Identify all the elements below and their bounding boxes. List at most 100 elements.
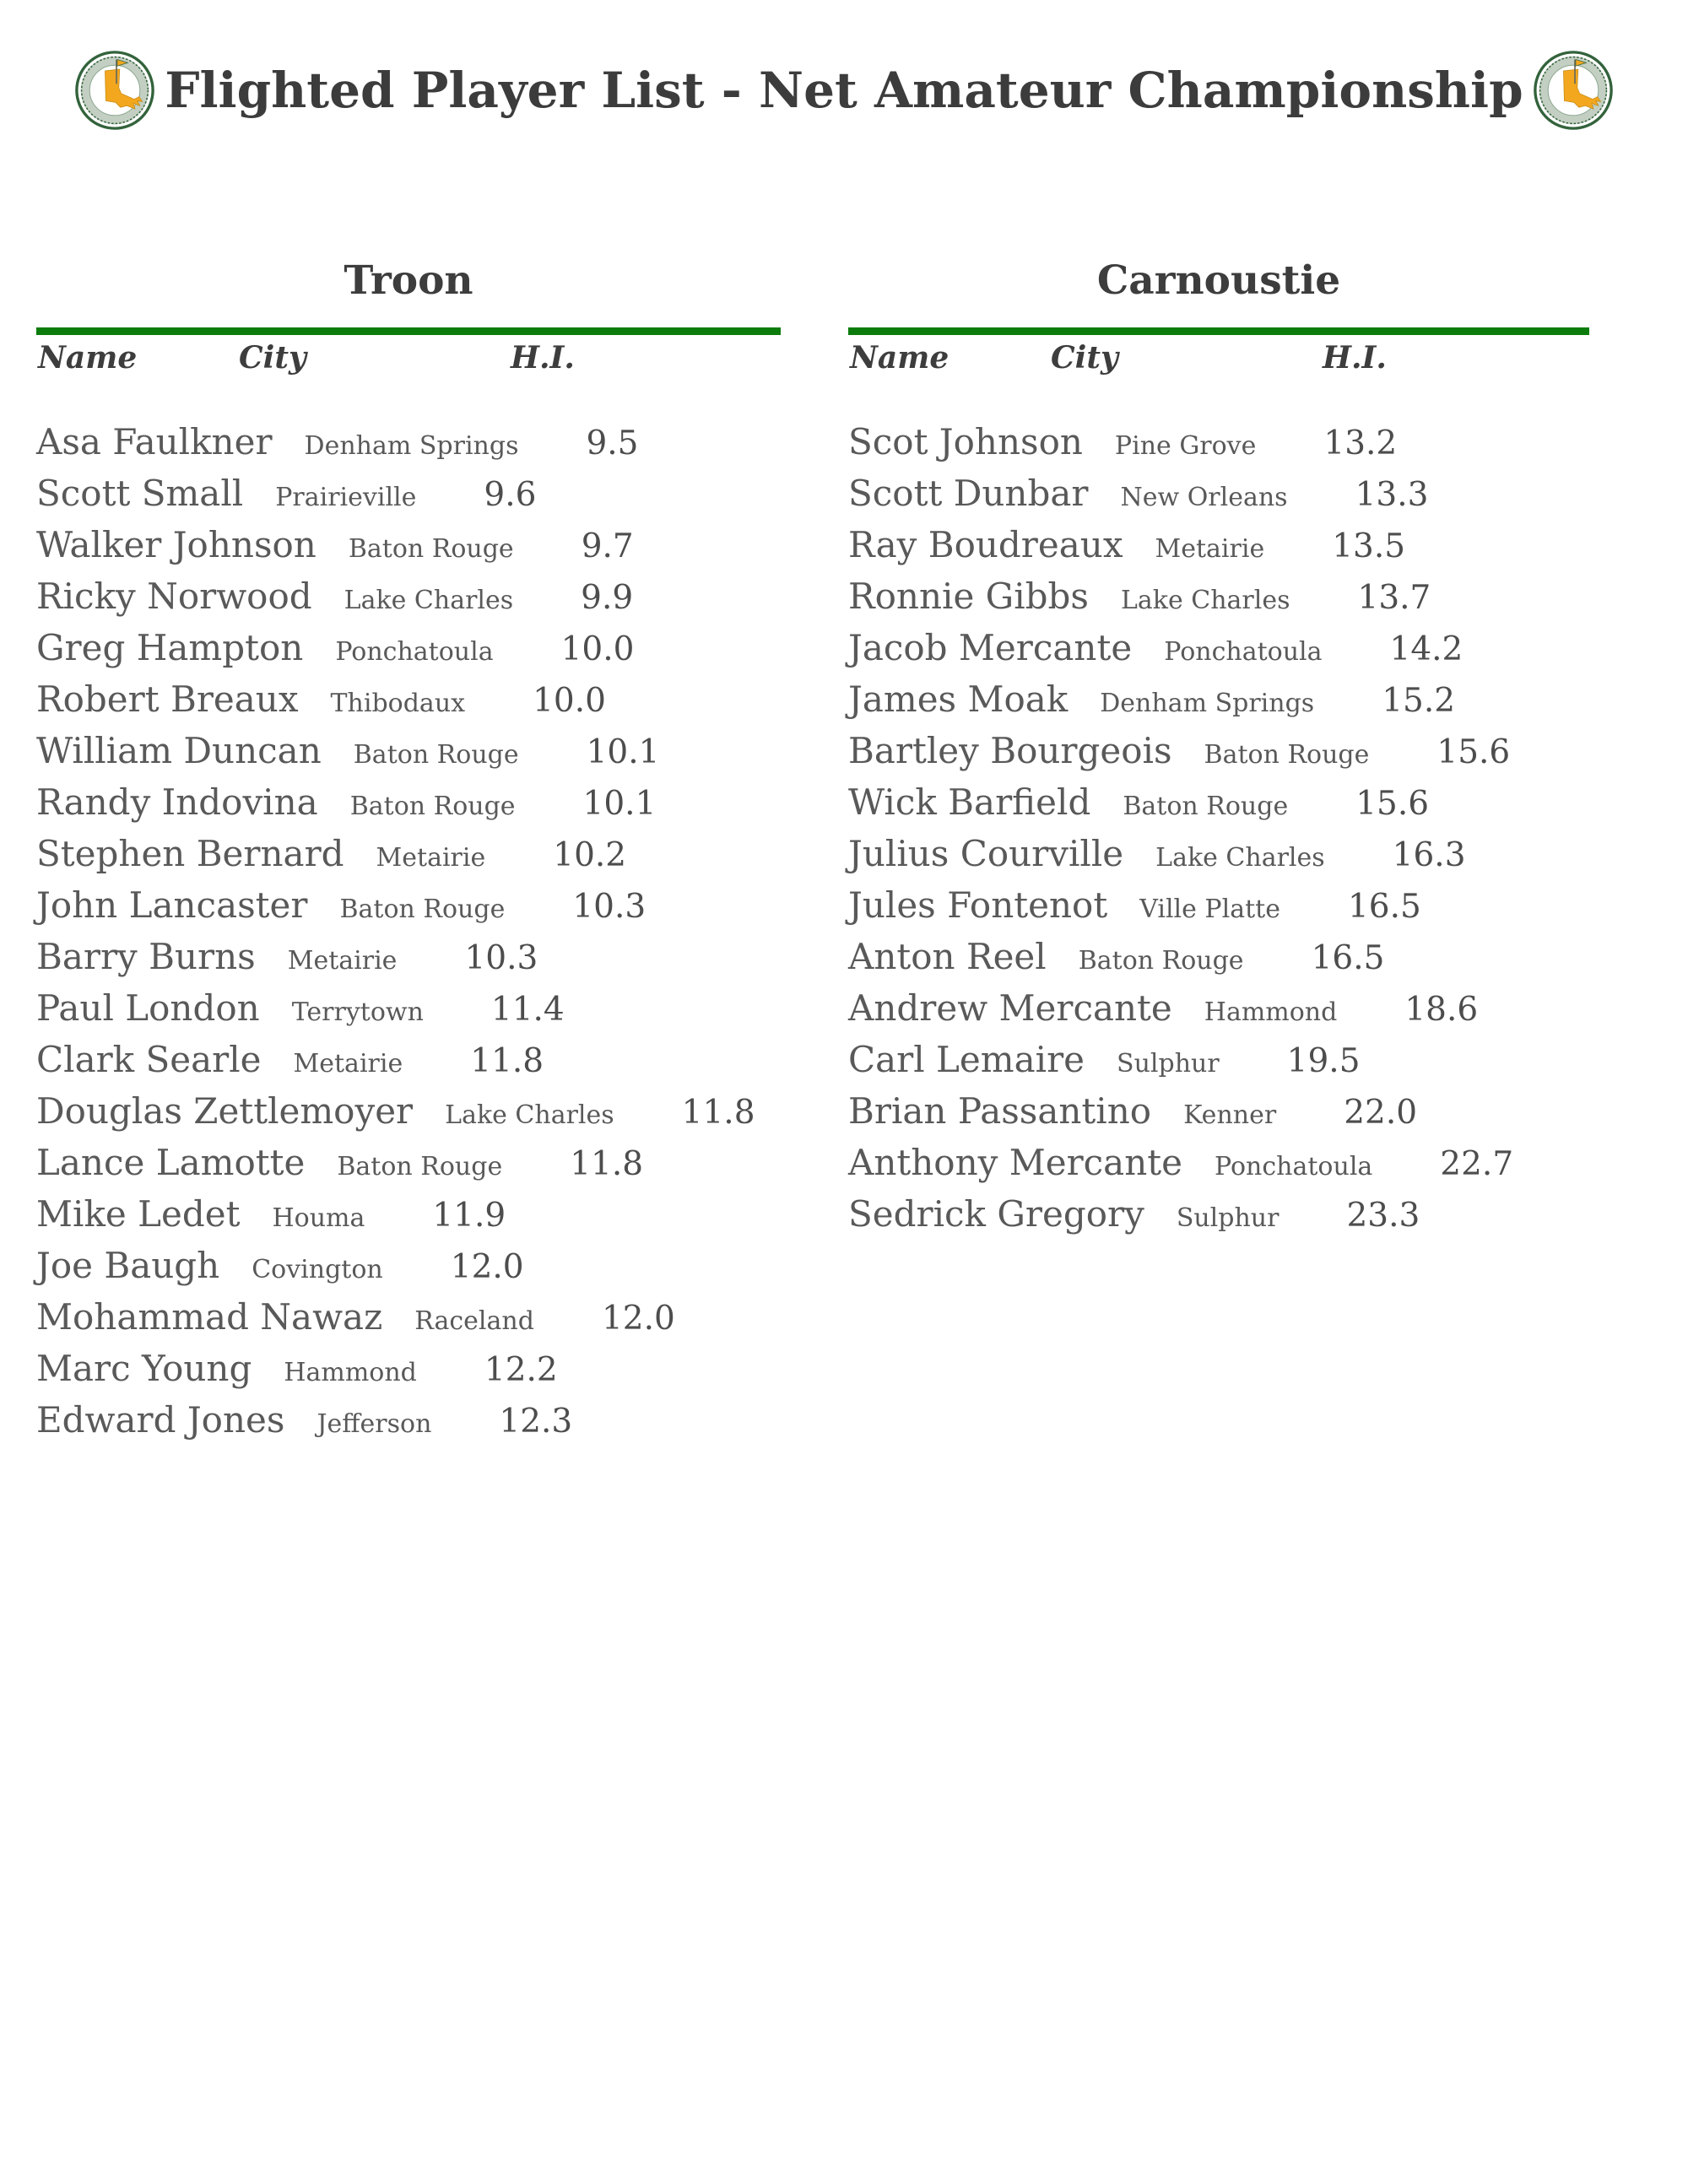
page-header: Flighted Player List - Net Amateur Champ…: [74, 44, 1614, 137]
player-city: New Orleans: [1120, 483, 1288, 512]
player-city: Jefferson: [316, 1409, 432, 1439]
player-hi: 18.6: [1404, 991, 1479, 1029]
player-name: Anton Reel: [848, 936, 1047, 977]
player-name: Clark Searle: [36, 1039, 262, 1080]
player-name: Jules Fontenot: [848, 884, 1108, 926]
player-row: Mike Ledet Houma 11.9: [36, 1193, 781, 1245]
player-name: Randy Indovina: [36, 781, 318, 823]
player-hi: 11.8: [470, 1042, 544, 1080]
player-hi: 10.3: [572, 888, 647, 926]
player-hi: 9.5: [586, 424, 639, 462]
player-city: Denham Springs: [1100, 689, 1315, 718]
player-hi: 19.5: [1286, 1042, 1361, 1080]
player-hi: 23.3: [1346, 1197, 1420, 1235]
player-name: Paul London: [36, 987, 260, 1029]
player-name: Stephen Bernard: [36, 833, 344, 874]
player-city: Baton Rouge: [1078, 946, 1244, 976]
player-row: Julius Courville Lake Charles 16.3: [848, 833, 1589, 884]
player-city: Terrytown: [291, 997, 424, 1027]
player-hi: 12.2: [484, 1351, 558, 1389]
flight-column-carnoustie: Carnoustie Name City H.I. Scot Johnson Pi…: [848, 260, 1589, 1245]
player-name: Marc Young: [36, 1348, 252, 1389]
player-name: Scott Small: [36, 473, 244, 514]
player-name: Sedrick Gregory: [848, 1193, 1144, 1235]
player-row: Bartley Bourgeois Baton Rouge 15.6: [848, 730, 1589, 781]
player-hi: 16.3: [1392, 836, 1466, 874]
player-row: Stephen Bernard Metairie 10.2: [36, 833, 781, 884]
player-hi: 13.5: [1332, 527, 1406, 565]
player-hi: 16.5: [1347, 888, 1421, 926]
flight-column-troon: Troon Name City H.I. Asa Faulkner Denham …: [36, 260, 781, 1451]
player-hi: 16.5: [1311, 939, 1385, 977]
player-name: Andrew Mercante: [848, 987, 1172, 1029]
player-city: Pine Grove: [1114, 431, 1257, 461]
player-hi: 13.3: [1355, 476, 1429, 514]
player-row: Wick Barfield Baton Rouge 15.6: [848, 781, 1589, 833]
column-header-name: Name: [850, 340, 950, 376]
column-header-city: City: [239, 340, 306, 376]
player-row: Jules Fontenot Ville Platte 16.5: [848, 884, 1589, 936]
player-hi: 12.0: [601, 1300, 675, 1338]
player-city: Baton Rouge: [1123, 792, 1289, 821]
player-city: Metairie: [293, 1049, 403, 1078]
player-name: Asa Faulkner: [36, 421, 273, 462]
column-header-hi: H.I.: [511, 340, 575, 376]
player-name: Ronnie Gibbs: [848, 576, 1089, 617]
player-city: Metairie: [1155, 534, 1265, 564]
flight-title: Carnoustie: [1096, 257, 1341, 304]
player-city: Sulphur: [1117, 1049, 1220, 1078]
player-city: Denham Springs: [304, 431, 519, 461]
player-row: Walker Johnson Baton Rouge 9.7: [36, 524, 781, 576]
player-row: Anton Reel Baton Rouge 16.5: [848, 936, 1589, 987]
player-hi: 10.3: [464, 939, 538, 977]
player-row: Sedrick Gregory Sulphur 23.3: [848, 1193, 1589, 1245]
player-row: Scott Small Prairieville 9.6: [36, 473, 781, 524]
player-row: Robert Breaux Thibodaux 10.0: [36, 678, 781, 730]
player-hi: 9.9: [581, 579, 634, 617]
player-city: Thibodaux: [330, 689, 466, 718]
player-name: Scot Johnson: [848, 421, 1083, 462]
player-city: Baton Rouge: [353, 740, 519, 770]
player-city: Hammond: [284, 1358, 417, 1387]
player-name: Walker Johnson: [36, 524, 316, 565]
green-divider: [36, 327, 781, 335]
player-city: Kenner: [1183, 1100, 1277, 1130]
player-hi: 9.7: [581, 527, 634, 565]
player-hi: 13.2: [1323, 424, 1398, 462]
player-row: Asa Faulkner Denham Springs 9.5: [36, 421, 781, 473]
player-row: Lance Lamotte Baton Rouge 11.8: [36, 1142, 781, 1193]
player-name: Wick Barfield: [848, 781, 1091, 823]
player-row: Douglas Zettlemoyer Lake Charles 11.8: [36, 1090, 781, 1142]
player-name: Robert Breaux: [36, 678, 299, 720]
player-row: Jacob Mercante Ponchatoula 14.2: [848, 627, 1589, 678]
player-hi: 10.1: [582, 785, 657, 823]
player-row: Andrew Mercante Hammond 18.6: [848, 987, 1589, 1039]
player-row: Ricky Norwood Lake Charles 9.9: [36, 576, 781, 627]
player-row: Paul London Terrytown 11.4: [36, 987, 781, 1039]
lga-seal-icon: [75, 51, 154, 130]
player-name: Lance Lamotte: [36, 1142, 306, 1183]
player-name: Scott Dunbar: [848, 473, 1089, 514]
player-name: Douglas Zettlemoyer: [36, 1090, 414, 1132]
player-hi: 15.6: [1436, 733, 1511, 771]
player-city: Raceland: [414, 1306, 534, 1336]
green-divider: [848, 327, 1589, 335]
player-city: Ville Platte: [1139, 895, 1280, 924]
player-row: Joe Baugh Covington 12.0: [36, 1245, 781, 1296]
player-hi: 15.6: [1355, 785, 1430, 823]
player-name: Brian Passantino: [848, 1090, 1152, 1132]
player-name: Ricky Norwood: [36, 576, 312, 617]
player-name: Jacob Mercante: [848, 627, 1133, 668]
player-hi: 15.2: [1382, 682, 1456, 720]
player-row: Ray Boudreaux Metairie 13.5: [848, 524, 1589, 576]
player-city: Ponchatoula: [1164, 637, 1323, 667]
player-row: Scot Johnson Pine Grove 13.2: [848, 421, 1589, 473]
player-hi: 11.8: [681, 1094, 755, 1132]
player-row: Greg Hampton Ponchatoula 10.0: [36, 627, 781, 678]
column-header-row: Name City H.I.: [848, 340, 1589, 384]
player-hi: 22.7: [1440, 1145, 1514, 1183]
player-city: Covington: [252, 1255, 383, 1284]
column-header-city: City: [1051, 340, 1118, 376]
player-name: Greg Hampton: [36, 627, 304, 668]
